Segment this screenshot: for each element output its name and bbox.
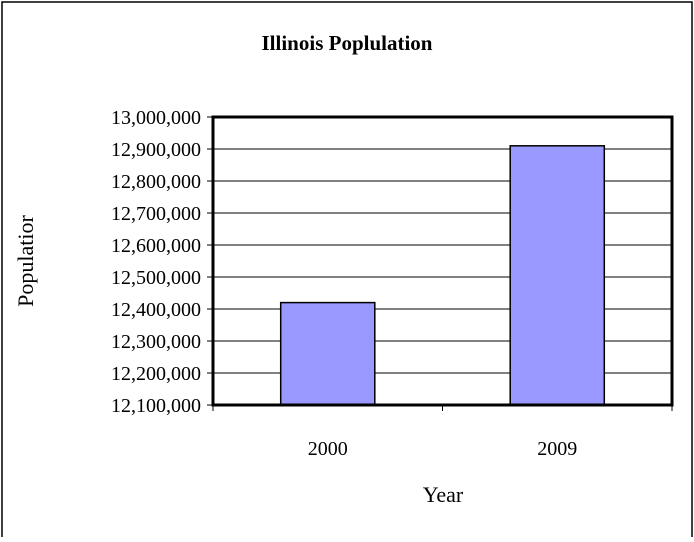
y-axis-ticks: 12,100,000 12,200,000 12,300,000 12,400,000… <box>111 107 213 417</box>
bar-2009 <box>509 145 606 406</box>
y-tick-label: 12,900,000 <box>111 139 201 161</box>
y-tick-label: 12,800,000 <box>111 171 201 193</box>
y-tick-label: 12,300,000 <box>111 331 201 353</box>
bar-2000 <box>279 301 376 406</box>
y-tick-label: 12,200,000 <box>111 363 201 385</box>
y-tick-label: 12,600,000 <box>111 235 201 257</box>
y-axis-label: Populatior <box>13 214 38 306</box>
y-tick-label: 12,500,000 <box>111 267 201 289</box>
y-tick-label: 12,100,000 <box>111 395 201 417</box>
x-axis-label: Year <box>423 482 464 507</box>
y-tick-label: 12,700,000 <box>111 203 201 225</box>
y-tick-label: 13,000,000 <box>111 107 201 129</box>
chart-title: Illinois Poplulation <box>262 31 433 55</box>
y-tick-label: 12,400,000 <box>111 299 201 321</box>
x-tick-label: 2000 <box>308 438 348 460</box>
x-tick-label: 2009 <box>537 438 577 460</box>
x-axis-ticks: 2000 2009 <box>212 405 673 460</box>
bars <box>279 145 606 406</box>
